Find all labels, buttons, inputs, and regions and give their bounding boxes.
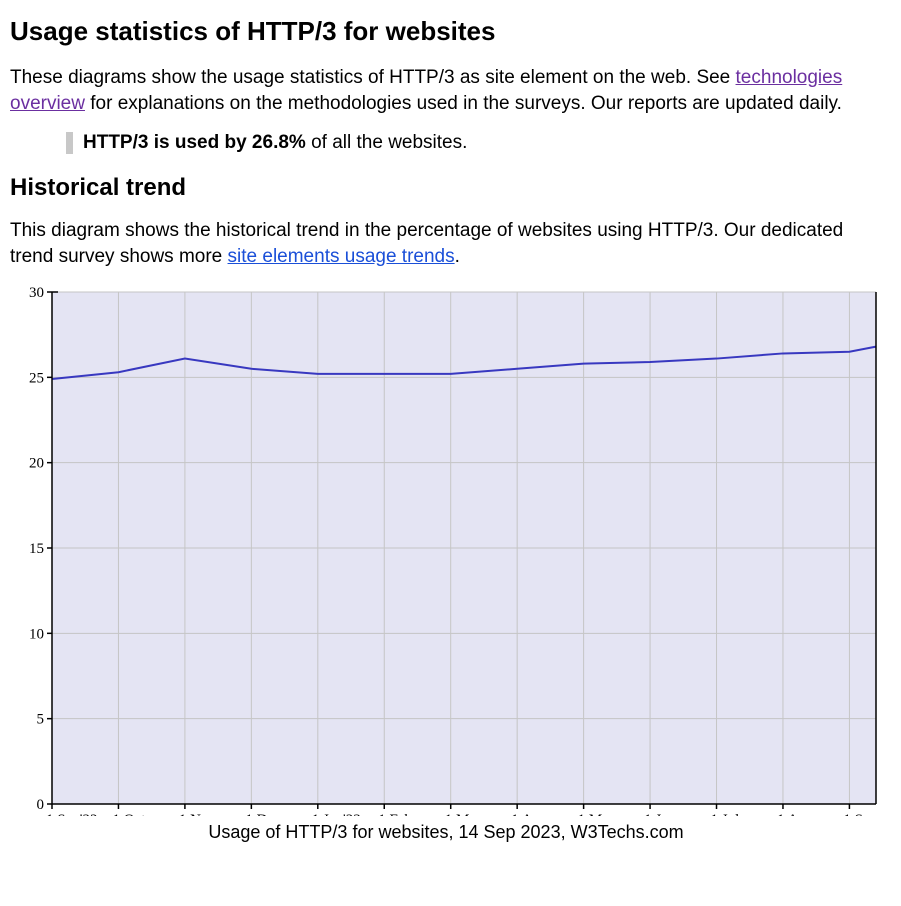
svg-text:10: 10 — [29, 626, 44, 642]
svg-text:1 Oct: 1 Oct — [112, 812, 146, 816]
svg-text:30: 30 — [29, 286, 44, 301]
callout-bold: HTTP/3 is used by 26.8% — [83, 132, 306, 153]
svg-text:1 Aug: 1 Aug — [777, 812, 814, 816]
svg-text:1 Mar: 1 Mar — [445, 812, 481, 816]
page-title: Usage statistics of HTTP/3 for websites — [10, 16, 890, 47]
trend-paragraph: This diagram shows the historical trend … — [10, 218, 890, 269]
historical-trend-heading: Historical trend — [10, 174, 890, 202]
svg-text:1 Sep'22: 1 Sep'22 — [46, 812, 97, 816]
chart-caption: Usage of HTTP/3 for websites, 14 Sep 202… — [10, 822, 882, 843]
site-elements-usage-trends-link[interactable]: site elements usage trends — [228, 246, 455, 267]
intro-text-after: for explanations on the methodologies us… — [85, 93, 842, 114]
svg-text:1 Jun: 1 Jun — [644, 812, 677, 816]
svg-text:20: 20 — [29, 455, 44, 471]
svg-text:25: 25 — [29, 370, 44, 386]
svg-text:1 Apr: 1 Apr — [511, 812, 545, 816]
intro-paragraph: These diagrams show the usage statistics… — [10, 65, 890, 116]
svg-text:5: 5 — [37, 711, 45, 727]
svg-text:1 Feb: 1 Feb — [378, 812, 412, 816]
svg-text:1 Jul: 1 Jul — [711, 812, 740, 816]
svg-text:1 May: 1 May — [578, 812, 617, 816]
usage-callout: HTTP/3 is used by 26.8% of all the websi… — [66, 132, 890, 154]
trend-chart: 0 5 10 15 20 25 30 1 Sep'22 1 Oct 1 Nov 1 Dec 1 Jan… — [10, 286, 882, 856]
trend-chart-svg: 0 5 10 15 20 25 30 1 Sep'22 1 Oct 1 Nov 1 Dec 1 Jan… — [10, 286, 882, 816]
intro-text-before: These diagrams show the usage statistics… — [10, 67, 736, 88]
svg-text:1 Dec: 1 Dec — [245, 812, 281, 816]
callout-rest: of all the websites. — [306, 132, 468, 153]
svg-text:1 Nov: 1 Nov — [179, 812, 217, 816]
svg-text:1 Sep: 1 Sep — [843, 812, 877, 816]
svg-text:15: 15 — [29, 541, 44, 557]
svg-text:1 Jan'23: 1 Jan'23 — [312, 812, 361, 816]
svg-text:0: 0 — [37, 797, 45, 813]
trend-text-after: . — [455, 246, 460, 267]
